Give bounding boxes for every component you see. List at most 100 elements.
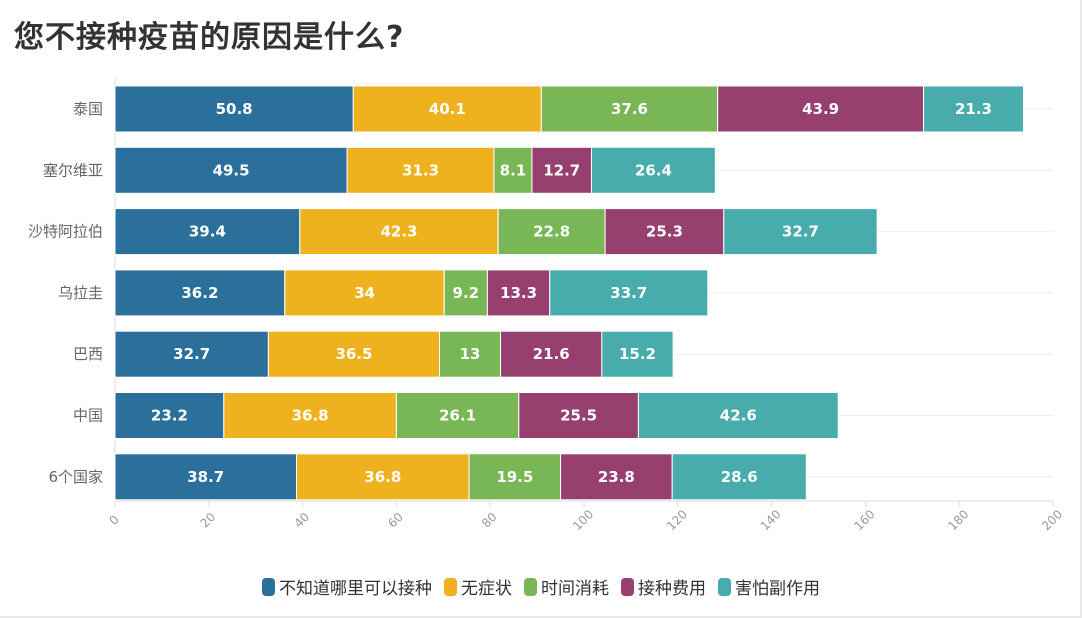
bar-segment bbox=[299, 208, 499, 256]
x-tick-label: 200 bbox=[1039, 507, 1065, 533]
legend-item[interactable]: 害怕副作用 bbox=[718, 574, 820, 599]
x-tick-label: 60 bbox=[385, 510, 406, 531]
bar-segment bbox=[346, 146, 495, 194]
bar-value-label: 21.6 bbox=[533, 345, 570, 363]
bar-value-label: 23.8 bbox=[598, 468, 635, 486]
category-label: 沙特阿拉伯 bbox=[28, 223, 103, 241]
bar-value-label: 19.5 bbox=[496, 468, 533, 486]
bar-segment bbox=[114, 392, 225, 439]
chart-title: 您不接种疫苗的原因是什么? bbox=[14, 20, 405, 55]
bar-value-label: 31.3 bbox=[402, 161, 439, 179]
category-label: 泰国 bbox=[73, 100, 103, 118]
bar-value-label: 12.7 bbox=[543, 161, 580, 179]
bar-value-label: 39.4 bbox=[189, 223, 226, 241]
bar-value-label: 21.3 bbox=[955, 100, 992, 118]
bar-segment bbox=[591, 146, 716, 194]
x-tick-label: 0 bbox=[107, 513, 122, 528]
bar-segment bbox=[223, 392, 397, 439]
x-tick-label: 40 bbox=[291, 510, 312, 531]
legend-label: 接种费用 bbox=[638, 579, 706, 599]
legend-label: 不知道哪里可以接种 bbox=[279, 579, 432, 599]
bar-value-label: 13.3 bbox=[500, 284, 537, 302]
bar-segment bbox=[671, 453, 807, 501]
x-tick-label: 80 bbox=[479, 510, 500, 531]
bar-value-label: 43.9 bbox=[802, 100, 839, 118]
legend-label: 无症状 bbox=[461, 579, 512, 599]
legend-item[interactable]: 时间消耗 bbox=[524, 574, 609, 599]
bar-segment bbox=[352, 85, 542, 133]
legend-swatch bbox=[444, 577, 457, 596]
legend-label: 害怕副作用 bbox=[735, 579, 820, 599]
category-label: 6个国家 bbox=[48, 468, 103, 486]
bar-segment bbox=[717, 85, 925, 133]
bar-value-label: 36.8 bbox=[292, 407, 329, 425]
bar-segment bbox=[560, 453, 673, 501]
bar-value-label: 42.6 bbox=[720, 407, 757, 425]
bar-value-label: 33.7 bbox=[610, 284, 647, 302]
bar-value-label: 38.7 bbox=[187, 468, 224, 486]
bar-segment bbox=[486, 269, 551, 317]
bar-segment bbox=[549, 269, 709, 317]
bar-value-label: 23.2 bbox=[151, 407, 188, 425]
bar-segment bbox=[114, 269, 286, 317]
bar-segment bbox=[114, 85, 354, 133]
bar-segment bbox=[601, 330, 674, 378]
bar-segment bbox=[114, 208, 301, 256]
bar-value-label: 37.6 bbox=[611, 100, 648, 118]
bar-value-label: 26.4 bbox=[635, 161, 672, 179]
bar-segment bbox=[923, 85, 1024, 133]
bar-segment bbox=[114, 453, 298, 501]
category-label: 乌拉圭 bbox=[58, 284, 103, 302]
bar-value-label: 32.7 bbox=[782, 223, 819, 241]
bar-value-label: 32.7 bbox=[173, 345, 210, 363]
bar-value-label: 40.1 bbox=[429, 100, 466, 118]
bar-value-label: 26.1 bbox=[439, 407, 476, 425]
chart-legend: 不知道哪里可以接种 无症状 时间消耗 接种费用 害怕副作用 bbox=[0, 574, 1082, 599]
legend-swatch bbox=[621, 577, 634, 596]
bar-value-label: 28.6 bbox=[721, 468, 758, 486]
bar-segment bbox=[468, 453, 562, 501]
bar-value-label: 36.5 bbox=[335, 345, 372, 363]
legend-item[interactable]: 无症状 bbox=[444, 574, 512, 599]
bar-value-label: 15.2 bbox=[619, 345, 656, 363]
bar-segment bbox=[443, 269, 488, 317]
x-tick-label: 180 bbox=[945, 507, 971, 533]
bar-value-label: 8.1 bbox=[500, 161, 527, 179]
bar-segment bbox=[723, 208, 878, 256]
bar-value-label: 34 bbox=[354, 284, 375, 302]
bar-value-label: 25.5 bbox=[560, 407, 597, 425]
bar-segment bbox=[540, 85, 719, 133]
bar-value-label: 9.2 bbox=[453, 284, 480, 302]
x-tick-label: 120 bbox=[664, 507, 690, 533]
bar-segment bbox=[267, 330, 441, 378]
bar-value-label: 22.8 bbox=[533, 223, 570, 241]
bar-value-label: 49.5 bbox=[213, 161, 250, 179]
legend-swatch bbox=[718, 577, 731, 596]
legend-item[interactable]: 不知道哪里可以接种 bbox=[262, 574, 432, 599]
bar-segment bbox=[284, 269, 445, 317]
legend-item[interactable]: 接种费用 bbox=[621, 574, 706, 599]
category-label: 中国 bbox=[73, 407, 103, 425]
bar-value-label: 36.8 bbox=[364, 468, 401, 486]
bar-value-label: 25.3 bbox=[646, 223, 683, 241]
bar-segment bbox=[114, 146, 348, 194]
x-tick-label: 20 bbox=[198, 510, 219, 531]
bar-value-label: 42.3 bbox=[380, 223, 417, 241]
bar-segment bbox=[637, 392, 839, 439]
bar-segment bbox=[531, 146, 593, 194]
x-tick-label: 100 bbox=[570, 507, 596, 533]
legend-label: 时间消耗 bbox=[541, 579, 609, 599]
legend-swatch bbox=[524, 577, 537, 596]
category-label: 塞尔维亚 bbox=[43, 161, 103, 179]
category-label: 巴西 bbox=[73, 345, 103, 363]
bar-segment bbox=[114, 330, 269, 378]
bar-value-label: 13 bbox=[460, 345, 481, 363]
legend-swatch bbox=[262, 577, 275, 596]
x-tick-label: 160 bbox=[852, 507, 878, 533]
bar-segment bbox=[497, 208, 606, 256]
bar-segment bbox=[395, 392, 520, 439]
x-tick-label: 140 bbox=[758, 507, 784, 533]
bar-value-label: 50.8 bbox=[216, 100, 253, 118]
